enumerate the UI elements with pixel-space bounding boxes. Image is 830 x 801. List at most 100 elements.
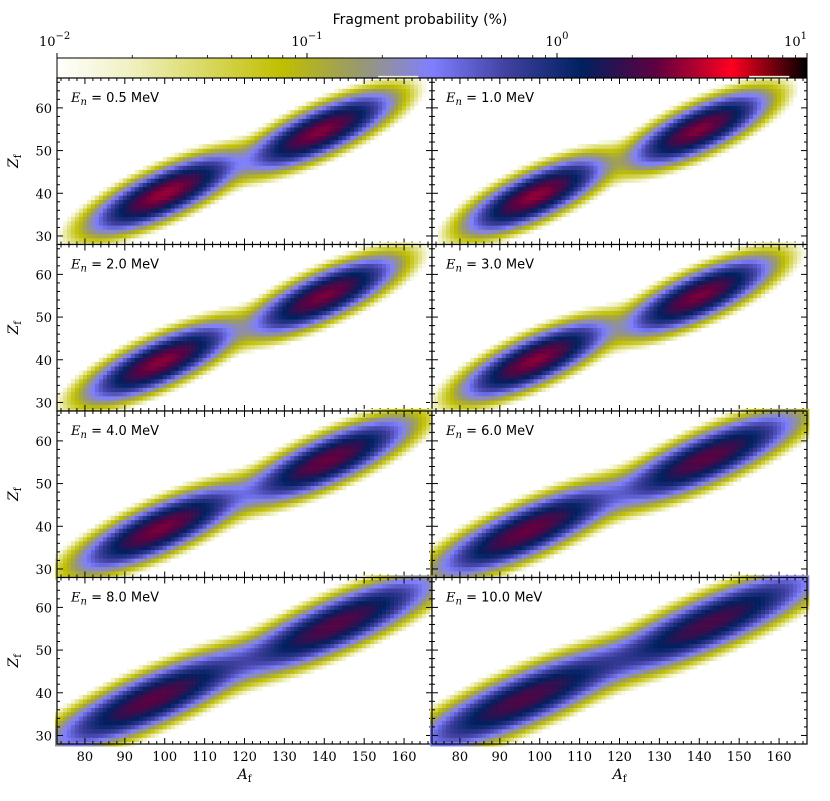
heatmap-cell: [82, 400, 88, 405]
heatmap-cell: [166, 191, 171, 196]
heatmap-cell: [473, 221, 479, 226]
heatmap-cell: [114, 400, 120, 405]
heatmap-cell: [629, 169, 634, 175]
heatmap-cell: [469, 238, 475, 243]
heatmap-cell: [501, 383, 507, 388]
heatmap-cell: [741, 105, 746, 111]
heatmap-cell: [737, 127, 742, 132]
heatmap-cell: [254, 174, 259, 179]
heatmap-cell: [106, 366, 112, 371]
heatmap-cell: [621, 152, 626, 158]
heatmap-cell: [569, 161, 574, 166]
heatmap-cell: [713, 297, 718, 303]
heatmap-cell: [557, 182, 562, 188]
heatmap-cell: [346, 306, 351, 311]
heatmap-cell: [577, 191, 582, 196]
heatmap-cell: [513, 221, 519, 226]
heatmap-cell: [473, 378, 479, 384]
heatmap-cell: [230, 135, 235, 141]
heatmap-cell: [497, 182, 503, 188]
heatmap-cell: [517, 212, 523, 218]
heatmap-cell: [729, 280, 734, 286]
heatmap-cell: [118, 229, 124, 235]
heatmap-cell: [130, 221, 136, 226]
heatmap-cell: [557, 361, 562, 367]
heatmap-cell: [346, 302, 351, 307]
heatmap-cell: [481, 370, 487, 376]
heatmap-cell: [497, 208, 503, 213]
heatmap-cell: [633, 344, 638, 350]
heatmap-cell: [461, 396, 467, 401]
heatmap-cell: [597, 161, 602, 166]
heatmap-cell: [254, 332, 259, 337]
heatmap-cell: [461, 225, 467, 230]
heatmap-cell: [705, 152, 710, 158]
heatmap-cell: [394, 88, 399, 94]
heatmap-cell: [777, 110, 782, 115]
heatmap-cell: [222, 319, 227, 324]
heatmap-cell: [549, 156, 554, 162]
heatmap-cell: [489, 366, 495, 371]
heatmap-cell: [661, 110, 666, 115]
heatmap-cell: [625, 349, 630, 354]
heatmap-cell: [573, 169, 578, 175]
heatmap-cell: [278, 161, 283, 166]
heatmap-cell: [521, 340, 527, 346]
heatmap-cell: [501, 357, 507, 363]
heatmap-cell: [497, 366, 503, 371]
heatmap-cell: [322, 285, 327, 290]
heatmap-cell: [593, 353, 598, 358]
heatmap-cell: [537, 195, 543, 200]
heatmap-cell: [290, 293, 295, 299]
heatmap-cell: [194, 319, 199, 324]
heatmap-cell: [254, 310, 259, 316]
heatmap-cell: [545, 191, 550, 196]
heatmap-cell: [166, 182, 171, 188]
heatmap-cell: [218, 152, 223, 158]
heatmap-cell: [90, 366, 96, 371]
heatmap-cell: [497, 370, 503, 376]
heatmap-cell: [242, 152, 247, 158]
heatmap-cell: [194, 182, 199, 188]
heatmap-cell: [621, 297, 626, 303]
heatmap-cell: [110, 216, 116, 222]
heatmap-cell: [154, 203, 160, 209]
heatmap-cell: [390, 272, 395, 277]
heatmap-cell: [777, 88, 782, 94]
heatmap-cell: [102, 383, 108, 388]
heatmap-cell: [633, 327, 638, 333]
heatmap-cell: [437, 387, 443, 393]
heatmap-cell: [186, 178, 191, 183]
heatmap-cell: [513, 216, 519, 222]
heatmap-cell: [637, 169, 642, 175]
heatmap-cell: [362, 139, 367, 145]
heatmap-cell: [501, 387, 507, 393]
heatmap-cell: [238, 314, 243, 320]
heatmap-cell: [170, 152, 175, 158]
heatmap-cell: [481, 349, 487, 354]
heatmap-cell: [234, 165, 239, 171]
heatmap-cell: [298, 139, 303, 145]
heatmap-cell: [717, 88, 722, 94]
heatmap-cell: [657, 285, 662, 290]
heatmap-cell: [310, 293, 315, 299]
heatmap-cell: [194, 340, 199, 346]
heatmap-cell: [406, 250, 411, 256]
heatmap-cell: [613, 144, 618, 149]
heatmap-cell: [394, 80, 399, 85]
heatmap-cell: [102, 366, 108, 371]
heatmap-cell: [697, 323, 702, 329]
heatmap-cell: [441, 378, 447, 384]
heatmap-cell: [294, 297, 299, 303]
heatmap-cell: [525, 225, 531, 230]
heatmap-cell: [493, 229, 499, 235]
heatmap-cell: [737, 276, 742, 282]
heatmap-cell: [541, 327, 546, 333]
heatmap-cell: [206, 319, 211, 324]
heatmap-cell: [557, 357, 562, 363]
heatmap-cell: [785, 88, 790, 94]
heatmap-cell: [170, 195, 175, 200]
heatmap-cell: [290, 327, 295, 333]
heatmap-cell: [182, 336, 187, 341]
heatmap-cell: [370, 122, 375, 128]
